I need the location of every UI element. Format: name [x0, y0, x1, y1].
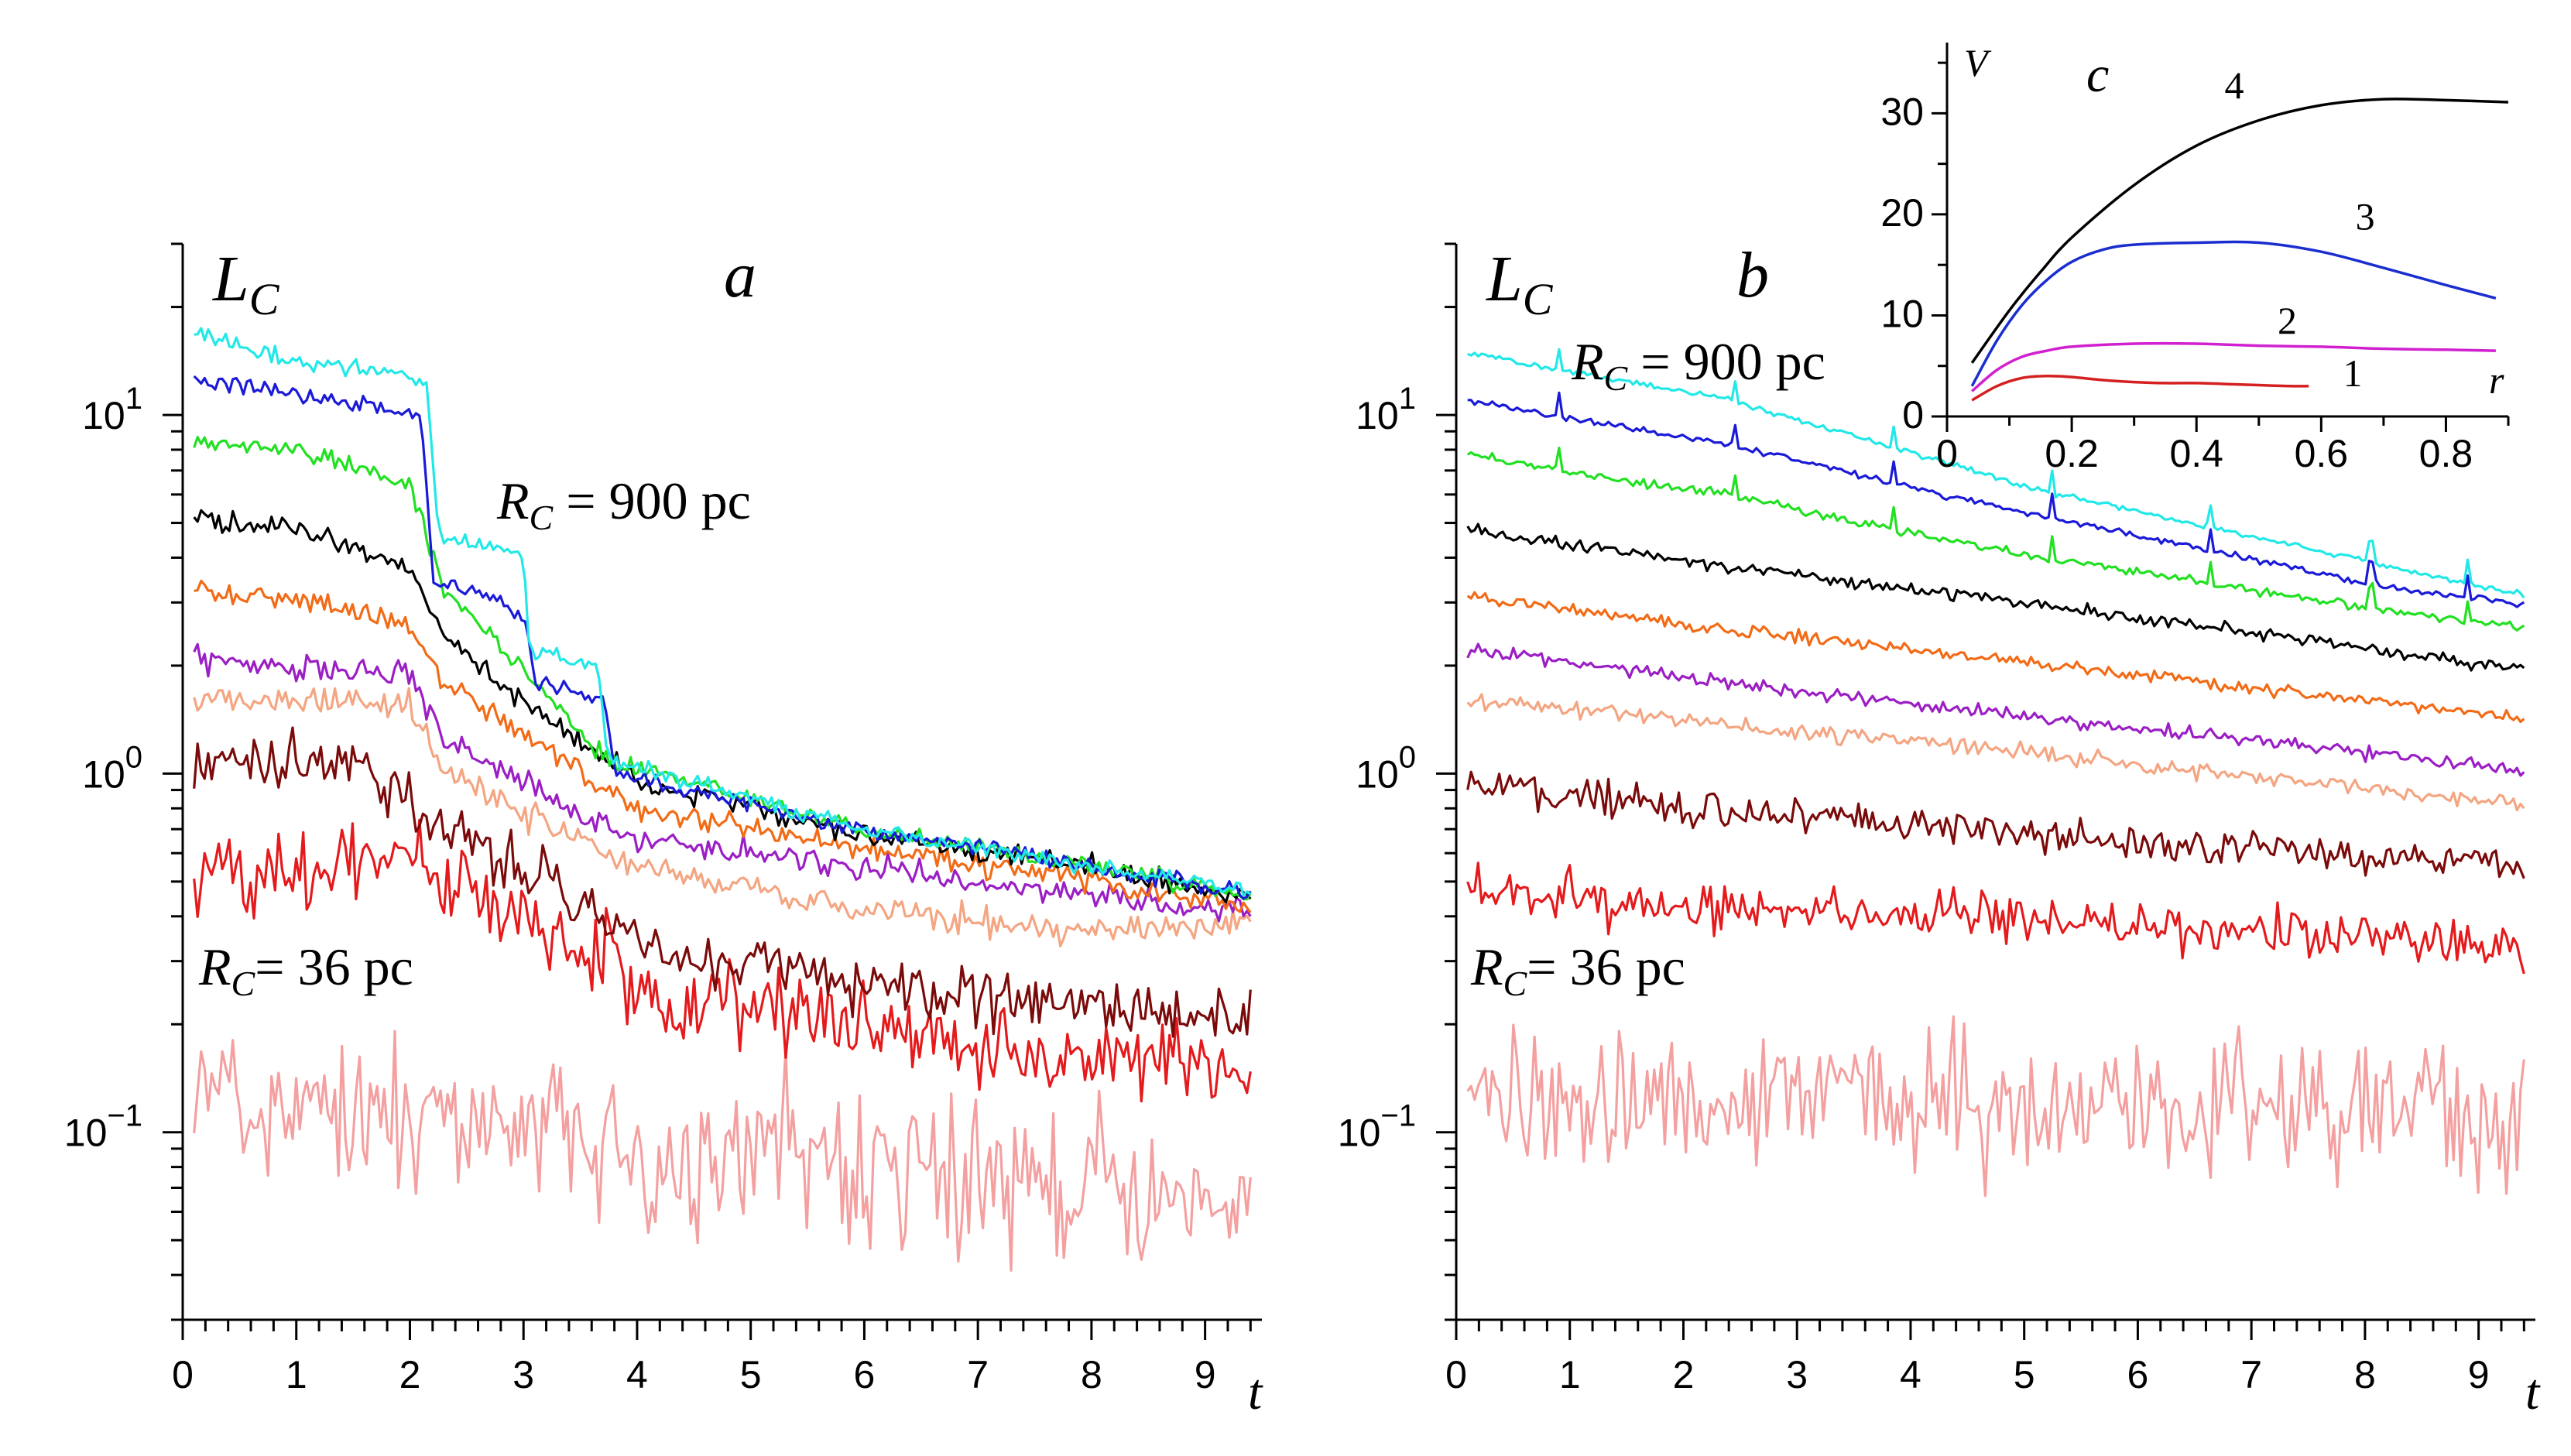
panel-b-series-line [1466, 770, 2525, 879]
panel-a-x-tick-label: 4 [626, 1353, 648, 1396]
panel-a-axes: 0 1 2 3 4 5 6 7 8 9 101 100 10−1 [64, 242, 1262, 1396]
panel-c-y-tick-label: 10 [1880, 292, 1924, 335]
panel-c-x-tick-label: 0.4 [2169, 432, 2223, 475]
panel-a-x-tick-label: 6 [854, 1353, 876, 1396]
panel-b-labels: LC b t RC = 900 pc RC= 36 pc [1470, 239, 2541, 1420]
panel-a-y-tick-label: 101 [82, 382, 142, 437]
panel-c-y-tick-label: 30 [1880, 90, 1924, 133]
panel-a-series-line [193, 726, 1252, 1038]
panel-a-annotation-rc-900: RC = 900 pc [496, 471, 751, 537]
panel-b-annotation-rc-900: RC = 900 pc [1571, 332, 1825, 398]
panel-c-x-axis-label: r [2489, 358, 2504, 402]
panel-c-x-tick-label: 0.6 [2295, 432, 2349, 475]
panel-b-series-line [1466, 446, 2525, 632]
panel-b-series-line [1466, 862, 2525, 975]
panel-c-curve-4 [1970, 98, 2509, 364]
panel-b-annotation-rc-36: RC= 36 pc [1470, 937, 1685, 1003]
panel-a-x-tick-label: 2 [399, 1353, 421, 1396]
panel-c-y-tick-label: 0 [1902, 393, 1924, 437]
panel-a-x-tick-label: 8 [1081, 1353, 1102, 1396]
panel-b-series-line [1466, 522, 2525, 672]
panel-b-x-tick-label: 1 [1559, 1353, 1581, 1396]
panel-a-x-tick-label: 1 [286, 1353, 307, 1396]
panel-b-x-tick-label: 6 [2127, 1353, 2149, 1396]
panel-c-background [1889, 23, 2561, 426]
panel-a-x-tick-label: 5 [740, 1353, 762, 1396]
panel-a-labels: LC a t RC = 900 pc RC= 36 pc [198, 239, 1263, 1420]
panel-b-x-tick-label: 5 [2014, 1353, 2035, 1396]
panel-a-series-line [193, 687, 1252, 948]
panel-c-curve-1 [1971, 375, 2309, 402]
panel-b-x-tick-label: 0 [1445, 1353, 1467, 1396]
panel-b-y-tick-label: 101 [1356, 382, 1416, 437]
panel-a-x-tick-label: 9 [1195, 1353, 1216, 1396]
panel-c-curve-label-1: 1 [2343, 351, 2363, 395]
panel-b-y-tick-label: 10−1 [1338, 1099, 1416, 1155]
panel-b-x-tick-label: 8 [2354, 1353, 2376, 1396]
panel-a-x-tick-label: 7 [967, 1353, 989, 1396]
panel-a: 0 1 2 3 4 5 6 7 8 9 101 100 10−1 LC a t RC = 900 pc … [64, 239, 1263, 1420]
panel-a-series-line [193, 375, 1252, 900]
panel-c-curve-label-4: 4 [2224, 63, 2244, 107]
panel-a-panel-label: a [724, 239, 756, 311]
panel-c-series: 1 2 3 4 [1970, 63, 2509, 402]
panel-a-series [193, 327, 1252, 1272]
panel-c-inset: 0 10 20 30 0 0.2 0.4 0.6 0.8 1 2 3 4 V c r [1880, 23, 2561, 475]
panel-a-series-line [193, 1029, 1252, 1272]
panel-c-axes: 0 10 20 30 0 0.2 0.4 0.6 0.8 [1880, 43, 2510, 475]
panel-c-y-axis-label: V [1964, 41, 1992, 84]
panel-b-series-line [1466, 642, 2525, 777]
panel-a-series-line [193, 818, 1252, 1103]
panel-a-series-line [193, 642, 1252, 923]
panel-b-panel-label: b [1736, 239, 1769, 311]
panel-b-series-line [1466, 693, 2525, 812]
panel-b-series-line [1466, 1015, 2525, 1197]
panel-a-x-tick-label: 3 [512, 1353, 534, 1396]
panel-c-curve-label-2: 2 [2278, 299, 2297, 342]
panel-a-series-line [193, 436, 1252, 901]
panel-b-series-line [1467, 391, 2525, 608]
panel-b-x-tick-label: 4 [1900, 1353, 1921, 1396]
panel-a-annotation-rc-36: RC= 36 pc [198, 937, 413, 1003]
panel-c-labels: V c r [1964, 41, 2504, 402]
panel-b-series [1466, 348, 2525, 1197]
panel-c-panel-label: c [2086, 46, 2109, 103]
panel-b-y-axis-label: LC [1486, 243, 1554, 324]
panel-c-x-tick-label: 0.2 [2045, 432, 2099, 475]
panel-b-series-line [1466, 591, 2525, 724]
panel-a-series-line [194, 327, 1252, 897]
panel-a-x-tick-label: 0 [172, 1353, 194, 1396]
panel-b-x-tick-label: 3 [1786, 1353, 1808, 1396]
panel-a-y-tick-label: 100 [82, 740, 142, 796]
panel-c-curve-label-3: 3 [2356, 195, 2375, 238]
panel-b-x-tick-label: 7 [2240, 1353, 2262, 1396]
panel-b-y-tick-label: 100 [1356, 740, 1416, 796]
panel-c-curve-2 [1971, 341, 2496, 392]
panel-c-y-tick-label: 20 [1880, 191, 1924, 235]
panel-b-x-axis-label: t [2525, 1364, 2541, 1420]
panel-c-curve-3 [1970, 240, 2497, 387]
panel-c-x-tick-label: 0.8 [2419, 432, 2473, 475]
panel-a-y-tick-label: 10−1 [64, 1099, 142, 1155]
panel-a-x-axis-label: t [1248, 1364, 1263, 1420]
panel-b-x-tick-label: 9 [2468, 1353, 2490, 1396]
panel-a-y-axis-label: LC [212, 243, 280, 324]
panel-b-series-line [1467, 348, 2525, 599]
panel-c-x-tick-label: 0 [1936, 432, 1958, 475]
panel-b-x-tick-label: 2 [1673, 1353, 1695, 1396]
panel-a-series-line [194, 579, 1252, 913]
